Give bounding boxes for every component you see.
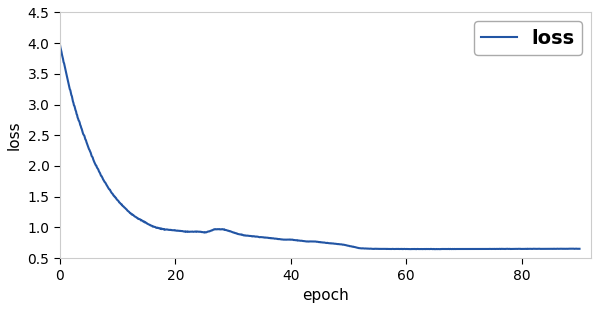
- loss: [267, 236, 274, 240]
- loss: [414, 247, 421, 251]
- Legend: loss: loss: [474, 21, 582, 55]
- loss: [56, 42, 63, 46]
- loss: [413, 247, 420, 251]
- loss: [109, 193, 117, 196]
- loss: [285, 238, 292, 241]
- Y-axis label: loss: loss: [7, 121, 22, 150]
- loss: [462, 247, 469, 251]
- X-axis label: epoch: epoch: [302, 288, 349, 303]
- Line: loss: loss: [60, 44, 579, 249]
- loss: [576, 247, 583, 251]
- loss: [471, 247, 478, 251]
